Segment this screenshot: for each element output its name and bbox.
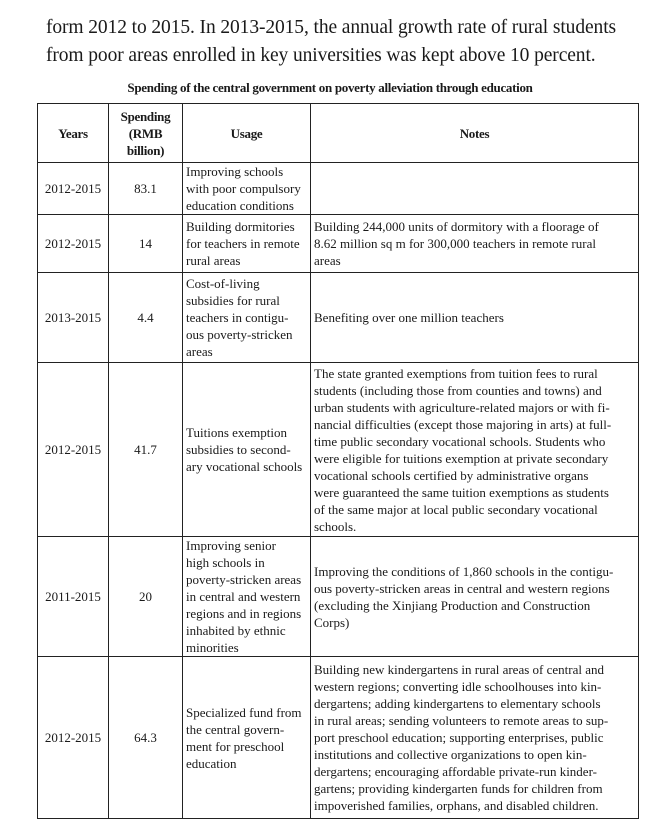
cell-usage: Improving schools with poor compulsory e… [182,162,311,215]
table-header-row: Years Spending (RMB billion) Usage Notes [37,103,639,163]
cell-spending: 20 [108,536,183,657]
cell-usage: Building dormitories for teachers in rem… [182,214,311,273]
cell-usage: Tuitions exemption subsidies to second- … [182,362,311,537]
table-row: 2012-2015 83.1 Improving schools with poor… [37,162,639,215]
table-row: 2011-2015 20 Improving senior high schools… [37,536,639,657]
cell-spending: 83.1 [108,162,183,215]
cell-spending: 4.4 [108,272,183,363]
spending-table: Years Spending (RMB billion) Usage Notes… [37,103,639,819]
cell-notes: Building new kindergartens in rural area… [310,656,639,819]
body-paragraph: form 2012 to 2015. In 2013-2015, the ann… [46,17,616,66]
header-years: Years [37,103,109,163]
cell-notes: The state granted exemptions from tuitio… [310,362,639,537]
header-spending: Spending (RMB billion) [108,103,183,163]
table-row: 2012-2015 64.3 Specialized fund from the c… [37,656,639,819]
cell-years: 2012-2015 [37,656,109,819]
cell-notes [310,162,639,215]
cell-spending: 64.3 [108,656,183,819]
header-usage: Usage [182,103,311,163]
cell-spending: 41.7 [108,362,183,537]
table-row: 2012-2015 14 Building dormitories for teac… [37,214,639,273]
cell-years: 2012-2015 [37,162,109,215]
cell-notes: Benefiting over one million teachers [310,272,639,363]
cell-years: 2012-2015 [37,362,109,537]
cell-usage: Cost-of-living subsidies for rural teach… [182,272,311,363]
cell-notes: Building 244,000 units of dormitory with… [310,214,639,273]
header-notes: Notes [310,103,639,163]
table-caption: Spending of the central government on po… [127,80,533,95]
cell-years: 2012-2015 [37,214,109,273]
cell-usage: Improving senior high schools in poverty… [182,536,311,657]
table-row: 2012-2015 41.7 Tuitions exemption subsidie… [37,362,639,537]
cell-years: 2013-2015 [37,272,109,363]
cell-spending: 14 [108,214,183,273]
cell-notes: Improving the conditions of 1,860 school… [310,536,639,657]
cell-years: 2011-2015 [37,536,109,657]
table-row: 2013-2015 4.4 Cost-of-living subsidies for… [37,272,639,363]
cell-usage: Specialized fund from the central govern… [182,656,311,819]
